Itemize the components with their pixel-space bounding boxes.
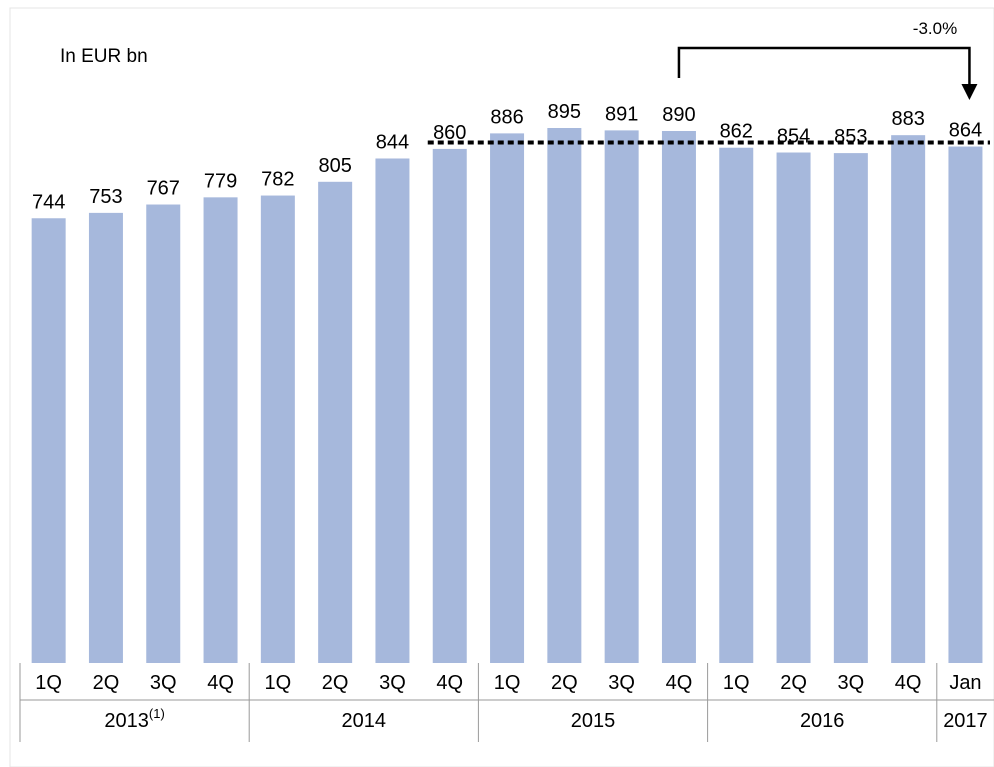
unit-note: In EUR bn [60,46,148,67]
bar [31,218,66,663]
group-label: 2014 [342,710,387,732]
value-label: 883 [891,108,924,130]
value-label: 744 [32,191,65,213]
bar [776,152,811,664]
value-label: 753 [89,186,122,208]
value-label: 860 [433,122,466,144]
bar [604,130,639,664]
x-tick-label: 3Q [608,672,635,694]
bar [719,147,754,663]
value-label: 805 [318,155,351,177]
group-label: 2017 [943,710,988,732]
value-label: 853 [834,126,867,148]
value-label: 891 [605,103,638,125]
group-label: 2013(1) [104,706,164,732]
value-label: 864 [949,120,982,142]
x-tick-label: 1Q [723,672,750,694]
group-superscript: (1) [149,706,165,721]
x-tick-label: 4Q [436,672,463,694]
x-tick-label: 4Q [895,672,922,694]
x-tick-label: 1Q [265,672,292,694]
change-annotation: -3.0% [913,19,957,38]
value-label: 890 [662,104,695,126]
group-label: 2016 [800,710,845,732]
bar [260,195,295,663]
x-tick-label: 2Q [551,672,578,694]
value-label: 767 [147,178,180,200]
value-label: 782 [261,169,294,191]
bar [203,197,238,664]
bar [318,181,353,663]
value-label: 844 [376,131,409,153]
bar [948,146,983,663]
group-year: 2015 [571,710,616,732]
x-tick-label: 1Q [494,672,521,694]
group-year: 2016 [800,710,845,732]
value-label: 779 [204,170,237,192]
x-tick-label: 3Q [150,672,177,694]
x-tick-label: 2Q [93,672,120,694]
bar [547,128,582,663]
group-year: 2017 [943,710,988,732]
bar [146,204,181,663]
value-label: 895 [548,101,581,123]
bar [891,135,926,663]
bar [88,212,123,663]
bar [661,130,696,663]
group-year: 2014 [342,710,387,732]
value-label: 886 [490,106,523,128]
x-tick-label: 3Q [838,672,865,694]
x-tick-label: 2Q [780,672,807,694]
x-tick-label: 4Q [666,672,693,694]
x-tick-label: 2Q [322,672,349,694]
x-tick-label: 3Q [379,672,406,694]
value-label: 862 [720,121,753,143]
bar [375,158,410,664]
group-label: 2015 [571,710,616,732]
bar [432,148,467,664]
x-tick-label: 1Q [35,672,62,694]
x-tick-label: Jan [949,672,981,694]
x-tick-label: 4Q [207,672,234,694]
group-year: 2013 [104,710,149,732]
bar [490,133,525,663]
comparison-bracket [677,46,971,86]
bar [833,153,868,663]
comparison-arrowhead [961,84,978,100]
